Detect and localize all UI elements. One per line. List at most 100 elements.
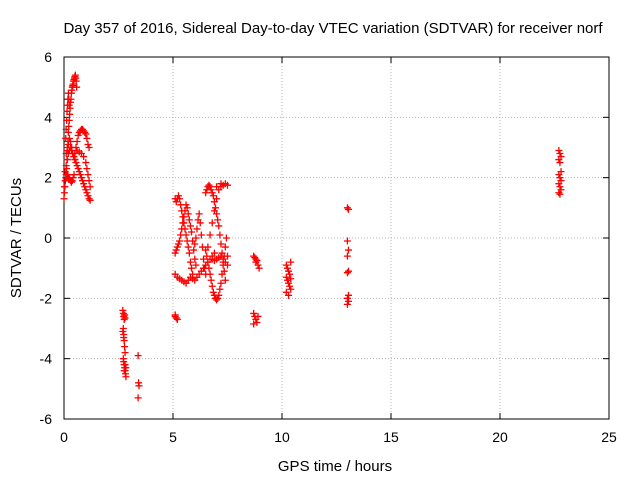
data-point xyxy=(173,315,181,323)
data-point xyxy=(286,282,294,290)
data-point xyxy=(222,234,230,242)
data-point xyxy=(120,334,128,342)
data-point xyxy=(208,189,216,197)
data-point xyxy=(73,162,81,170)
data-point xyxy=(119,328,127,336)
x-tick-label: 20 xyxy=(492,429,508,445)
data-point xyxy=(250,320,258,328)
data-point xyxy=(556,190,564,198)
data-points xyxy=(60,71,565,402)
data-point xyxy=(173,243,181,251)
data-point xyxy=(287,275,295,283)
data-point xyxy=(200,255,208,263)
data-point xyxy=(556,159,564,167)
data-point xyxy=(84,140,92,148)
data-point xyxy=(171,249,179,257)
data-point xyxy=(555,171,563,179)
data-point xyxy=(283,276,291,284)
y-tick-label: -2 xyxy=(40,290,53,306)
data-point xyxy=(208,282,216,290)
data-point xyxy=(213,183,221,191)
y-tick-label: 2 xyxy=(44,170,52,186)
data-point xyxy=(217,180,225,188)
data-point xyxy=(253,318,261,326)
data-point xyxy=(282,261,290,269)
data-point xyxy=(85,195,93,203)
data-point xyxy=(193,225,201,233)
data-point xyxy=(80,180,88,188)
data-point xyxy=(224,252,231,260)
data-point xyxy=(204,243,212,251)
data-point xyxy=(185,216,193,224)
grid xyxy=(64,57,609,419)
data-point xyxy=(344,246,352,254)
data-point xyxy=(191,255,199,263)
data-point xyxy=(282,273,290,281)
data-point xyxy=(192,234,200,242)
data-point xyxy=(253,257,261,265)
data-point xyxy=(182,201,190,209)
data-point xyxy=(122,364,130,372)
data-point xyxy=(63,156,71,164)
data-point xyxy=(172,246,180,254)
data-point xyxy=(555,180,563,188)
data-point xyxy=(121,314,129,322)
data-point xyxy=(344,205,352,213)
data-point xyxy=(62,125,70,133)
data-point xyxy=(218,270,226,278)
data-point xyxy=(206,270,214,278)
data-point xyxy=(174,192,182,200)
data-point xyxy=(121,349,129,357)
data-point xyxy=(172,198,180,206)
data-point xyxy=(195,210,203,218)
data-point xyxy=(72,144,80,151)
data-point xyxy=(85,177,93,185)
data-point xyxy=(75,168,83,176)
data-point xyxy=(204,258,212,266)
data-point xyxy=(186,222,194,230)
data-point xyxy=(70,171,78,179)
data-point xyxy=(171,311,179,319)
data-point xyxy=(285,279,293,287)
data-point xyxy=(217,279,225,287)
data-point xyxy=(73,137,81,145)
data-point xyxy=(183,204,191,212)
data-point xyxy=(343,237,351,245)
data-point xyxy=(202,189,210,197)
data-point xyxy=(76,171,84,179)
data-point xyxy=(60,183,68,191)
data-point xyxy=(121,361,129,369)
data-point xyxy=(81,128,89,136)
data-point xyxy=(255,264,263,272)
y-tick-label: -6 xyxy=(40,411,53,427)
y-axis-label: SDTVAR / TECUs xyxy=(8,178,25,298)
data-point xyxy=(176,237,184,245)
data-point xyxy=(83,189,91,197)
data-point xyxy=(180,213,188,221)
data-point xyxy=(344,267,352,275)
data-point xyxy=(178,225,186,233)
data-point xyxy=(135,382,143,390)
data-point xyxy=(82,130,90,138)
data-point xyxy=(67,178,75,186)
data-point xyxy=(285,291,293,299)
data-point xyxy=(207,276,215,284)
data-point xyxy=(184,243,192,251)
data-point xyxy=(184,210,192,218)
data-point xyxy=(210,207,218,215)
data-point xyxy=(86,183,94,191)
data-point xyxy=(177,231,185,239)
data-point xyxy=(343,269,351,277)
x-tick-label: 25 xyxy=(601,429,617,445)
data-point xyxy=(224,261,231,269)
data-point xyxy=(286,270,294,278)
data-point xyxy=(215,222,223,230)
data-point xyxy=(122,373,130,381)
data-point xyxy=(224,181,231,189)
data-point xyxy=(83,165,91,173)
y-tick-label: -4 xyxy=(40,351,53,367)
data-point xyxy=(74,131,82,139)
data-point xyxy=(213,296,221,304)
data-point xyxy=(72,77,80,85)
